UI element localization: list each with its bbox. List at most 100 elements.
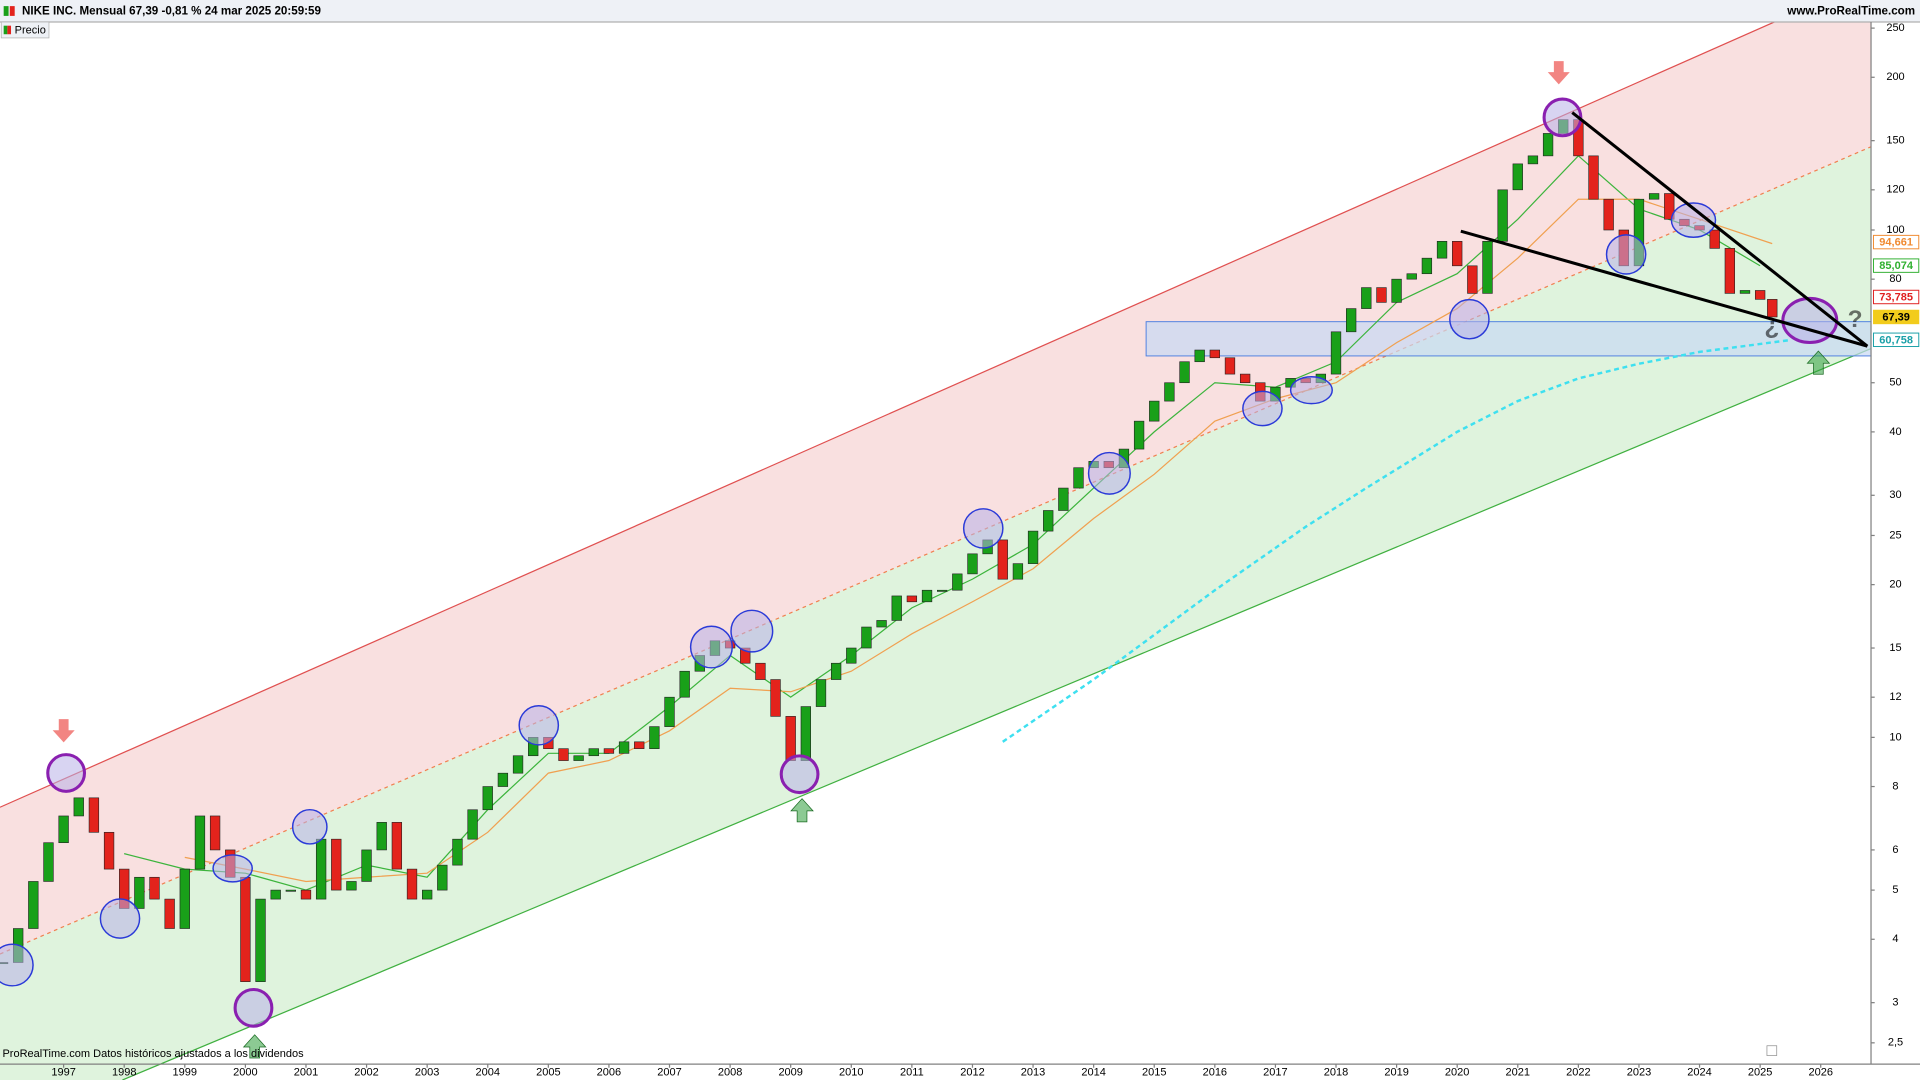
upper-zone xyxy=(0,0,1872,955)
y-tick-label: 250 xyxy=(1886,22,1904,34)
support-zone xyxy=(1145,321,1872,357)
candle xyxy=(376,822,387,851)
key-circle xyxy=(1542,97,1583,138)
y-tick-label: 12 xyxy=(1889,691,1901,703)
candle xyxy=(679,670,690,698)
x-tick-label: 2001 xyxy=(294,1067,318,1079)
y-tick-label: 3 xyxy=(1892,997,1898,1009)
candle xyxy=(437,864,448,891)
down-arrow xyxy=(52,719,75,743)
legend-box[interactable] xyxy=(0,21,50,39)
x-tick-label: 2006 xyxy=(597,1067,621,1079)
x-tick-label: 1997 xyxy=(51,1067,75,1079)
candle xyxy=(1012,563,1024,580)
circle xyxy=(99,898,141,939)
header-site[interactable]: www.ProRealTime.com xyxy=(1786,5,1915,18)
candle xyxy=(815,679,827,707)
candle xyxy=(134,876,145,909)
candle xyxy=(1391,278,1402,303)
candle xyxy=(1436,240,1448,259)
candle xyxy=(1767,299,1778,318)
price-tag xyxy=(1872,289,1920,305)
candle xyxy=(1482,240,1493,294)
candle xyxy=(967,553,978,575)
circle xyxy=(212,854,253,883)
candle xyxy=(770,679,781,717)
candle xyxy=(952,573,963,591)
price-tag-label: 73,785 xyxy=(1879,292,1913,304)
candle xyxy=(194,815,206,870)
x-tick-label: 2026 xyxy=(1808,1067,1832,1079)
candle xyxy=(1664,193,1675,220)
y-tick-label: 30 xyxy=(1889,489,1901,501)
header-title: NIKE INC. Mensual 67,39 -0,81 % 24 mar 2… xyxy=(22,5,321,18)
dashed-line xyxy=(1002,338,1791,743)
y-tick-label: 20 xyxy=(1889,579,1901,591)
logo xyxy=(9,6,15,16)
annotations: ¿ ? xyxy=(0,61,1869,1059)
candle xyxy=(497,772,509,787)
price-tag-label: 60,758 xyxy=(1879,334,1913,346)
legend-label: Precio xyxy=(15,24,46,36)
candle xyxy=(1724,248,1735,294)
candle xyxy=(1588,155,1599,200)
y-tick-label: 8 xyxy=(1892,780,1898,792)
circle xyxy=(1449,298,1490,340)
y-tick-label: 200 xyxy=(1886,71,1904,83)
y-tick-label: 2,5 xyxy=(1888,1037,1903,1049)
circle xyxy=(1670,202,1717,239)
x-tick-label: 1998 xyxy=(112,1067,136,1079)
info-icon[interactable] xyxy=(1766,1045,1778,1056)
x-tick-label: 2017 xyxy=(1263,1067,1287,1079)
x-tick-label: 2009 xyxy=(778,1067,802,1079)
lower-channel xyxy=(122,348,1872,1080)
y-tick-label: 10 xyxy=(1889,731,1901,743)
x-tick-label: 2020 xyxy=(1445,1067,1469,1079)
x-tick-label: 2004 xyxy=(476,1067,500,1079)
price-tag xyxy=(1872,332,1920,348)
candle xyxy=(755,662,766,680)
candle xyxy=(1194,349,1205,363)
circle xyxy=(0,943,34,987)
key-circle xyxy=(46,753,87,793)
candle xyxy=(361,849,372,882)
candle xyxy=(861,626,872,649)
candle xyxy=(467,809,478,840)
candle xyxy=(649,726,660,749)
candle xyxy=(1376,287,1387,303)
candle xyxy=(452,838,463,866)
candle xyxy=(331,838,342,891)
x-tick-label: 2002 xyxy=(354,1067,378,1079)
circle xyxy=(962,508,1004,549)
moving-average xyxy=(184,198,1773,883)
candle xyxy=(1512,163,1523,191)
candle xyxy=(1133,420,1145,450)
x-tick-label: 2003 xyxy=(415,1067,439,1079)
candle xyxy=(785,716,796,761)
plot xyxy=(0,119,1791,982)
y-tick-label: 150 xyxy=(1886,135,1904,147)
up-arrow xyxy=(790,798,814,823)
candle xyxy=(1452,240,1463,267)
circle xyxy=(1242,390,1283,427)
candle xyxy=(1467,265,1478,294)
x-tick-label: 2012 xyxy=(960,1067,984,1079)
candle xyxy=(1542,133,1554,157)
x-tick-label: 2024 xyxy=(1687,1067,1711,1079)
circle xyxy=(730,609,774,653)
legend-icon xyxy=(7,25,12,35)
x-tick-label: 2021 xyxy=(1506,1067,1530,1079)
candle xyxy=(876,620,887,628)
y-tick-label: 50 xyxy=(1889,377,1901,389)
candle xyxy=(28,881,39,929)
trendline xyxy=(1460,229,1868,348)
price-tag xyxy=(1872,234,1920,250)
x-tick-label: 2015 xyxy=(1142,1067,1166,1079)
candle xyxy=(1421,257,1433,275)
channel xyxy=(0,0,1872,1080)
price-tag xyxy=(1872,258,1920,273)
candle xyxy=(800,706,812,761)
candle xyxy=(1497,189,1508,242)
